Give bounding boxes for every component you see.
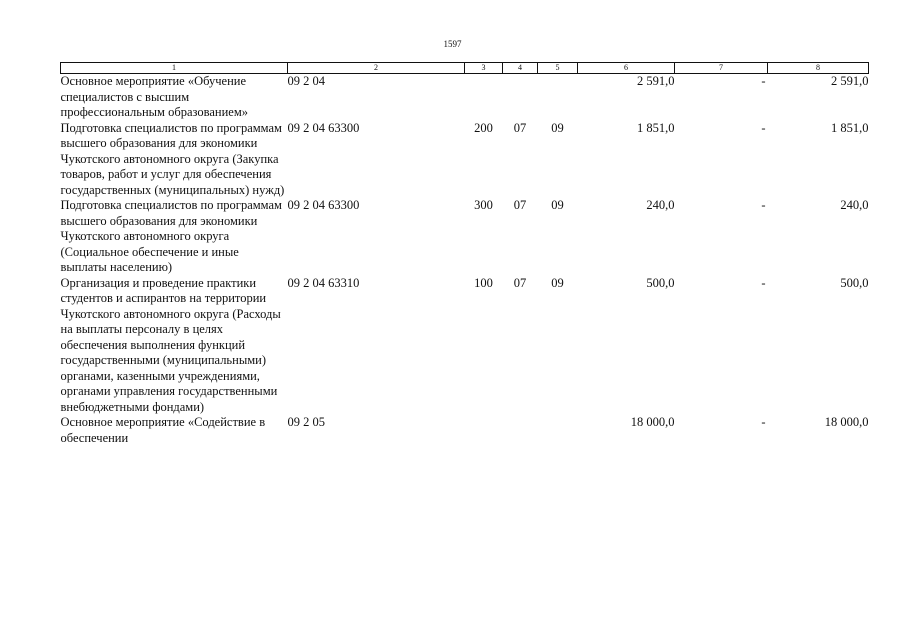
row-col7: - bbox=[761, 275, 766, 290]
row-code: 09 2 04 63310 bbox=[287, 275, 360, 290]
row-name: Основное мероприятие «Содействие в обесп… bbox=[60, 415, 266, 445]
budget-table: 1 2 3 4 5 6 7 8 Основное мероприятие «Об… bbox=[60, 62, 869, 446]
row-col8: 2 591,0 bbox=[831, 74, 869, 88]
row-col8: 18 000,0 bbox=[824, 415, 869, 429]
row-col6: 240,0 bbox=[646, 198, 675, 212]
column-number-header: 8 bbox=[767, 62, 869, 74]
table-row: Организация и проведение практики студен… bbox=[61, 276, 869, 416]
table-row: Основное мероприятие «Обучение специалис… bbox=[61, 74, 869, 121]
table-row: Подготовка специалистов по программам вы… bbox=[61, 121, 869, 199]
row-name: Основное мероприятие «Обучение специалис… bbox=[60, 74, 249, 119]
row-col7: - bbox=[761, 198, 766, 212]
table-row: Основное мероприятие «Содействие в обесп… bbox=[61, 415, 869, 446]
row-col8: 240,0 bbox=[840, 198, 869, 212]
row-col7: - bbox=[761, 120, 766, 135]
row-name: Подготовка специалистов по программам вы… bbox=[60, 198, 282, 274]
row-col7: - bbox=[761, 415, 766, 429]
column-number-header: 2 bbox=[287, 62, 465, 74]
row-col3: 200 bbox=[474, 120, 493, 135]
row-col5: 09 bbox=[551, 120, 564, 135]
row-col3 bbox=[465, 74, 503, 121]
row-col4: 07 bbox=[513, 120, 527, 135]
page-number: 1597 bbox=[443, 39, 462, 49]
table-row: Подготовка специалистов по программам вы… bbox=[61, 198, 869, 276]
row-col4: 07 bbox=[513, 275, 527, 290]
row-col8: 1 851,0 bbox=[831, 120, 869, 135]
row-col4: 07 bbox=[513, 198, 527, 212]
row-col5 bbox=[538, 74, 578, 121]
column-number-header: 1 bbox=[60, 62, 288, 74]
row-col8: 500,0 bbox=[840, 275, 869, 290]
row-col6: 2 591,0 bbox=[637, 74, 675, 88]
row-col4 bbox=[503, 415, 538, 446]
row-col5: 09 bbox=[551, 198, 564, 212]
row-col7: - bbox=[761, 74, 766, 88]
row-col3: 100 bbox=[474, 275, 493, 290]
column-number-header: 3 bbox=[464, 62, 503, 74]
row-col6: 18 000,0 bbox=[630, 415, 675, 429]
row-col3 bbox=[465, 415, 503, 446]
row-col6: 1 851,0 bbox=[637, 120, 675, 135]
row-name: Организация и проведение практики студен… bbox=[60, 275, 281, 414]
row-col6: 500,0 bbox=[646, 275, 675, 290]
row-col5 bbox=[538, 415, 578, 446]
column-number-header: 6 bbox=[577, 62, 675, 74]
row-code: 09 2 04 63300 bbox=[287, 120, 360, 135]
table-header: 1 2 3 4 5 6 7 8 bbox=[60, 62, 869, 74]
row-name: Подготовка специалистов по программам вы… bbox=[60, 120, 285, 197]
row-col3: 300 bbox=[474, 198, 493, 212]
row-col5: 09 bbox=[551, 275, 564, 290]
column-number-header: 7 bbox=[674, 62, 768, 74]
row-code: 09 2 05 bbox=[287, 415, 326, 429]
row-code: 09 2 04 bbox=[287, 74, 326, 88]
column-number-header: 4 bbox=[502, 62, 538, 74]
row-code: 09 2 04 63300 bbox=[287, 198, 360, 212]
row-col4 bbox=[503, 74, 538, 121]
column-number-header: 5 bbox=[537, 62, 578, 74]
